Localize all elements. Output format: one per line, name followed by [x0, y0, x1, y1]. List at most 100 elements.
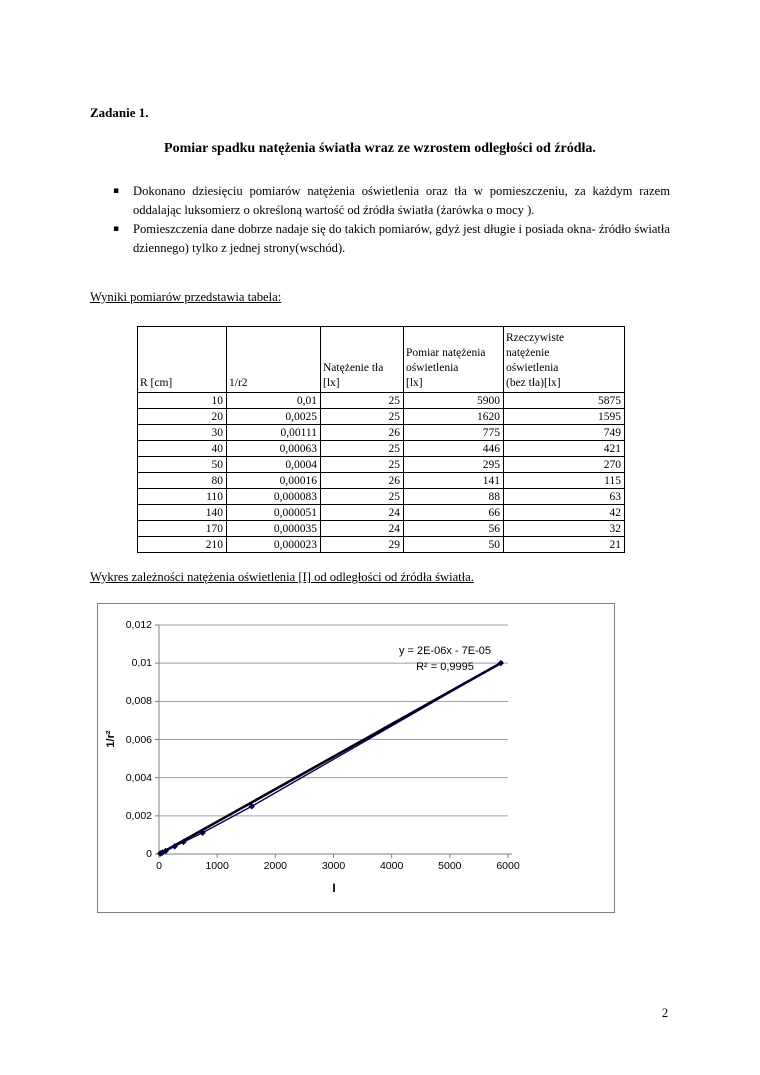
table-cell: 25 — [320, 392, 404, 409]
table-cell: 63 — [503, 488, 625, 505]
chart-plot-svg — [155, 624, 512, 858]
table-cell: 0,0004 — [226, 456, 321, 473]
table-cell: 50 — [137, 456, 227, 473]
bullet-icon: ▪ — [113, 186, 120, 196]
table-row: 110 0,000083 25 88 63 — [137, 488, 625, 505]
trendline-r-squared: R² = 0,9995 — [416, 661, 474, 673]
table-cell: 141 — [403, 472, 504, 489]
chart-line — [158, 660, 504, 856]
table-cell: 0,000083 — [226, 488, 321, 505]
table-cell: 56 — [403, 520, 504, 537]
table-row: 40 0,00063 25 446 421 — [137, 440, 625, 457]
table-cell: 1620 — [403, 408, 504, 425]
table-row: 10 0,01 25 5900 5875 — [137, 392, 625, 409]
table-cell: 140 — [137, 504, 227, 521]
table-cell: 32 — [503, 520, 625, 537]
table-row: 80 0,00016 26 141 115 — [137, 472, 625, 489]
chart-caption: Wykres zależności natężenia oświetlenia … — [90, 570, 474, 584]
x-tick-label: 4000 — [379, 860, 404, 872]
list-item: ▪ Pomieszczenia dane dobrze nadaje się d… — [113, 220, 670, 258]
x-tick-label: 1000 — [205, 860, 229, 872]
y-tick-label: 0,008 — [125, 695, 152, 708]
column-header: Pomiar natężenia oświetlenia [lx] — [403, 326, 504, 393]
page-title: Pomiar spadku natężenia światła wraz ze … — [164, 141, 596, 156]
table-cell: 5900 — [403, 392, 504, 409]
table-cell: 66 — [403, 504, 504, 521]
table-row: 170 0,000035 24 56 32 — [137, 520, 625, 537]
measurement-table: R [cm] 1/r2 Natężenie tła [lx] Pomiar na… — [137, 326, 625, 553]
table-cell: 21 — [503, 536, 625, 553]
table-caption: Wyniki pomiarów przedstawia tabela: — [90, 290, 282, 304]
table-cell: 5875 — [503, 392, 625, 409]
table-row: 50 0,0004 25 295 270 — [137, 456, 625, 473]
table-cell: 26 — [320, 472, 404, 489]
table-cell: 80 — [137, 472, 227, 489]
x-axis-label: I — [332, 881, 336, 895]
page-number: 2 — [661, 1006, 669, 1020]
bullet-text: Pomieszczenia dane dobrze nadaje się do … — [133, 222, 670, 255]
x-tick-label: 3000 — [321, 860, 346, 872]
column-header: Rzeczywiste natężenie oświetlenia (bez t… — [503, 326, 625, 393]
table-cell: 25 — [320, 456, 404, 473]
table-cell: 24 — [320, 520, 404, 537]
table-cell: 29 — [320, 536, 404, 553]
table-cell: 25 — [320, 408, 404, 425]
table-cell: 0,000023 — [226, 536, 321, 553]
table-cell: 40 — [137, 440, 227, 457]
table-cell: 749 — [503, 424, 625, 441]
table-cell: 270 — [503, 456, 625, 473]
table-cell: 1595 — [503, 408, 625, 425]
table-cell: 50 — [403, 536, 504, 553]
table-cell: 25 — [320, 488, 404, 505]
table-header-row: R [cm] 1/r2 Natężenie tła [lx] Pomiar na… — [137, 326, 625, 393]
x-tick-label: 2000 — [263, 860, 287, 872]
data-point-marker — [171, 843, 178, 850]
table-cell: 25 — [320, 440, 404, 457]
table-cell: 26 — [320, 424, 404, 441]
trendline-equation: y = 2E-06x - 7E-05 — [398, 645, 492, 657]
table-cell: 88 — [403, 488, 504, 505]
table-cell: 30 — [137, 424, 227, 441]
data-point-marker — [199, 829, 206, 837]
table-cell: 775 — [403, 424, 504, 441]
y-tick-label: 0 — [146, 848, 152, 860]
column-header: 1/r2 — [226, 326, 321, 393]
table-cell: 115 — [503, 472, 625, 489]
table-row: 30 0,00111 26 775 749 — [137, 424, 625, 441]
y-tick-label: 0,004 — [125, 771, 152, 784]
table-cell: 24 — [320, 504, 404, 521]
table-cell: 210 — [137, 536, 227, 553]
task-label: Zadanie 1. — [90, 105, 149, 120]
y-tick-label: 0,01 — [131, 657, 152, 670]
table-cell: 42 — [503, 504, 625, 521]
trendline-annotation: y = 2E-06x - 7E-05 R² = 0,9995 — [345, 643, 545, 675]
table-cell: 0,01 — [226, 392, 321, 409]
table-cell: 110 — [137, 488, 227, 505]
column-header: R [cm] — [137, 326, 227, 393]
data-point-marker — [162, 847, 169, 855]
x-tick-label: 6000 — [496, 860, 520, 872]
y-tick-label: 0,012 — [125, 619, 152, 631]
y-tick-label: 0,002 — [125, 809, 152, 822]
table-cell: 0,00111 — [226, 424, 321, 441]
table-row: 140 0,000051 24 66 42 — [137, 504, 625, 521]
table-cell: 0,000051 — [226, 504, 321, 521]
bullet-list: ▪ Dokonano dziesięciu pomiarów natężenia… — [113, 182, 670, 258]
table-cell: 446 — [403, 440, 504, 457]
bullet-text: Dokonano dziesięciu pomiarów natężenia o… — [133, 184, 670, 217]
table-cell: 0,00016 — [226, 472, 321, 489]
table-cell: 295 — [403, 456, 504, 473]
x-tick-label: 0 — [156, 860, 162, 872]
list-item: ▪ Dokonano dziesięciu pomiarów natężenia… — [113, 182, 670, 220]
column-header: Natężenie tła [lx] — [320, 326, 404, 393]
table-cell: 0,00063 — [226, 440, 321, 457]
table-row: 20 0,0025 25 1620 1595 — [137, 408, 625, 425]
table-cell: 0,0025 — [226, 408, 321, 425]
y-tick-label: 0,006 — [125, 733, 152, 746]
bullet-icon: ▪ — [113, 224, 120, 234]
measurement-table-body: 10 0,01 25 5900 5875 20 0,0025 25 1620 1595 30 0,00… — [137, 392, 625, 553]
table-row: 210 0,000023 29 50 21 — [137, 536, 625, 553]
table-cell: 10 — [137, 392, 227, 409]
table-cell: 421 — [503, 440, 625, 457]
